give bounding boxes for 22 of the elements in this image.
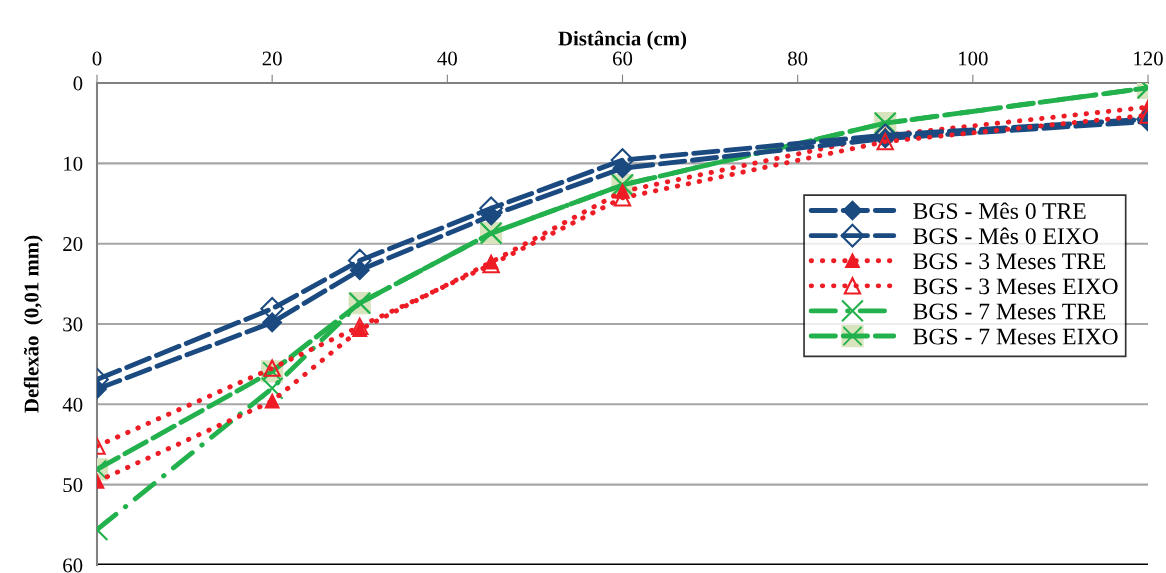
y-tick-label: 0 <box>73 76 83 91</box>
y-tick-label: 50 <box>63 478 83 493</box>
x-tick-label: 120 <box>1134 51 1163 66</box>
legend-label: BGS - 3 Meses TRE <box>913 253 1106 270</box>
legend-label: BGS - 3 Meses EIXO <box>913 278 1118 295</box>
x-tick-label: 80 <box>788 51 808 66</box>
y-tick-label: 30 <box>63 317 83 332</box>
x-tick-label: 0 <box>92 51 102 66</box>
legend-label: BGS - Mês 0 TRE <box>913 202 1086 220</box>
y-tick-label: 20 <box>63 237 83 252</box>
y-tick-label: 40 <box>62 397 83 412</box>
x-axis-title: Distância (cm) <box>558 30 687 50</box>
x-tick-label: 20 <box>262 51 282 66</box>
legend-label: BGS - 7 Meses TRE <box>913 303 1106 320</box>
legend-label: BGS - 7 Meses EIXO <box>913 328 1118 345</box>
x-tick-label: 100 <box>959 51 988 66</box>
legend-label: BGS - Mês 0 EIXO <box>913 227 1098 245</box>
y-tick-label: 60 <box>63 558 83 573</box>
y-tick-label: 10 <box>64 156 83 171</box>
y-axis-title: Deflexão (0,01 mm) <box>23 235 43 413</box>
x-tick-label: 60 <box>612 51 633 66</box>
x-tick-label: 40 <box>437 51 457 66</box>
